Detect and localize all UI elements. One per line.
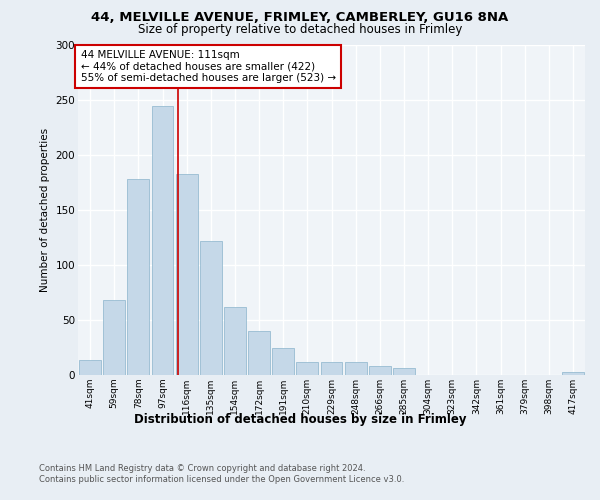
Bar bbox=[562, 372, 584, 375]
Bar bbox=[103, 300, 125, 375]
Bar bbox=[200, 241, 221, 375]
Text: Distribution of detached houses by size in Frimley: Distribution of detached houses by size … bbox=[134, 412, 466, 426]
Bar bbox=[127, 179, 149, 375]
Y-axis label: Number of detached properties: Number of detached properties bbox=[40, 128, 50, 292]
Bar bbox=[296, 362, 318, 375]
Bar bbox=[176, 174, 197, 375]
Bar bbox=[79, 360, 101, 375]
Text: Contains HM Land Registry data © Crown copyright and database right 2024.: Contains HM Land Registry data © Crown c… bbox=[39, 464, 365, 473]
Text: Size of property relative to detached houses in Frimley: Size of property relative to detached ho… bbox=[138, 22, 462, 36]
Bar bbox=[272, 348, 294, 375]
Text: 44 MELVILLE AVENUE: 111sqm
← 44% of detached houses are smaller (422)
55% of sem: 44 MELVILLE AVENUE: 111sqm ← 44% of deta… bbox=[80, 50, 335, 83]
Bar bbox=[224, 307, 246, 375]
Bar bbox=[369, 366, 391, 375]
Bar bbox=[345, 362, 367, 375]
Bar bbox=[393, 368, 415, 375]
Text: 44, MELVILLE AVENUE, FRIMLEY, CAMBERLEY, GU16 8NA: 44, MELVILLE AVENUE, FRIMLEY, CAMBERLEY,… bbox=[91, 11, 509, 24]
Bar bbox=[152, 106, 173, 375]
Bar bbox=[320, 362, 343, 375]
Bar bbox=[248, 331, 270, 375]
Text: Contains public sector information licensed under the Open Government Licence v3: Contains public sector information licen… bbox=[39, 475, 404, 484]
